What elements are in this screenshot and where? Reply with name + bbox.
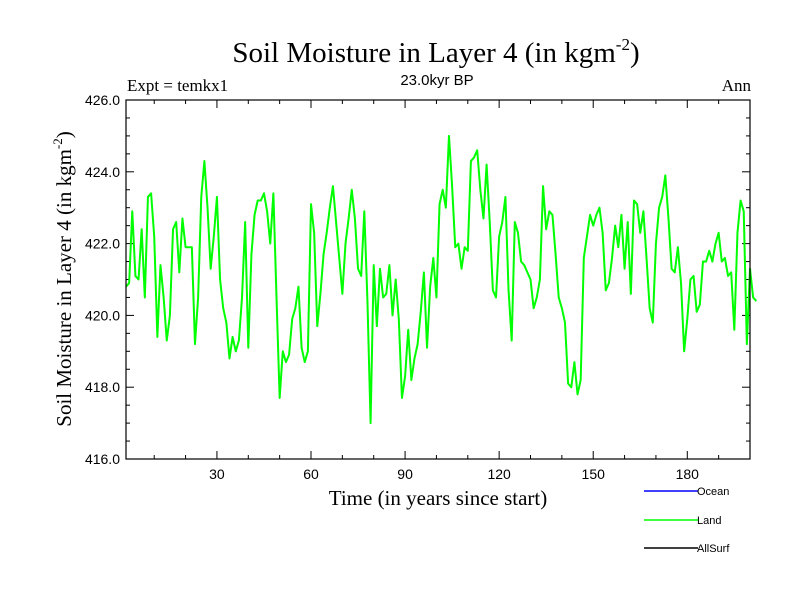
- y-axis-label-main: Soil Moisture in Layer 4 (in kgm: [52, 149, 76, 427]
- x-tick-label: 90: [397, 466, 413, 482]
- x-tick-label: 150: [582, 466, 606, 482]
- y-axis-label: Soil Moisture in Layer 4 (in kgm-2): [50, 131, 76, 426]
- legend-label: Land: [697, 515, 721, 527]
- x-tick-label: 120: [487, 466, 511, 482]
- chart-title: Soil Moisture in Layer 4 (in kgm-2): [232, 35, 639, 69]
- chart-title-sup: -2: [616, 35, 630, 54]
- y-tick-label: 420.0: [85, 307, 120, 323]
- legend-label: AllSurf: [697, 543, 730, 555]
- y-tick-label: 424.0: [85, 164, 120, 180]
- experiment-label: Expt = temkx1: [127, 76, 228, 95]
- chart-subtitle: 23.0kyr BP: [400, 72, 473, 89]
- legend-item-land: Land: [644, 515, 721, 527]
- x-tick-label: 180: [676, 466, 700, 482]
- y-axis-label-sup: -2: [50, 138, 65, 149]
- x-axis-label: Time (in years since start): [329, 486, 548, 510]
- legend-item-allsurf: AllSurf: [644, 543, 730, 555]
- chart-title-main: Soil Moisture in Layer 4 (in kgm: [232, 37, 616, 69]
- series-line-land: [125, 134, 758, 425]
- axis-tick-labels: 416.0 418.0 420.0 422.0 424.0 426.0 30 60 90 120 1…: [85, 92, 699, 482]
- y-tick-label: 422.0: [85, 236, 120, 252]
- plot-frame: [125, 99, 751, 460]
- chart-title-close: ): [630, 37, 640, 69]
- legend: Ocean Land AllSurf: [644, 486, 730, 555]
- legend-item-ocean: Ocean: [644, 486, 729, 498]
- x-tick-label: 60: [303, 466, 319, 482]
- x-tick-label: 30: [209, 466, 225, 482]
- y-tick-label: 426.0: [85, 92, 120, 108]
- y-axis-label-close: ): [52, 131, 76, 138]
- y-tick-label: 418.0: [85, 379, 120, 395]
- series-group: [125, 134, 758, 425]
- y-tick-label: 416.0: [85, 451, 120, 467]
- legend-label: Ocean: [697, 486, 729, 498]
- season-label: Ann: [722, 76, 752, 95]
